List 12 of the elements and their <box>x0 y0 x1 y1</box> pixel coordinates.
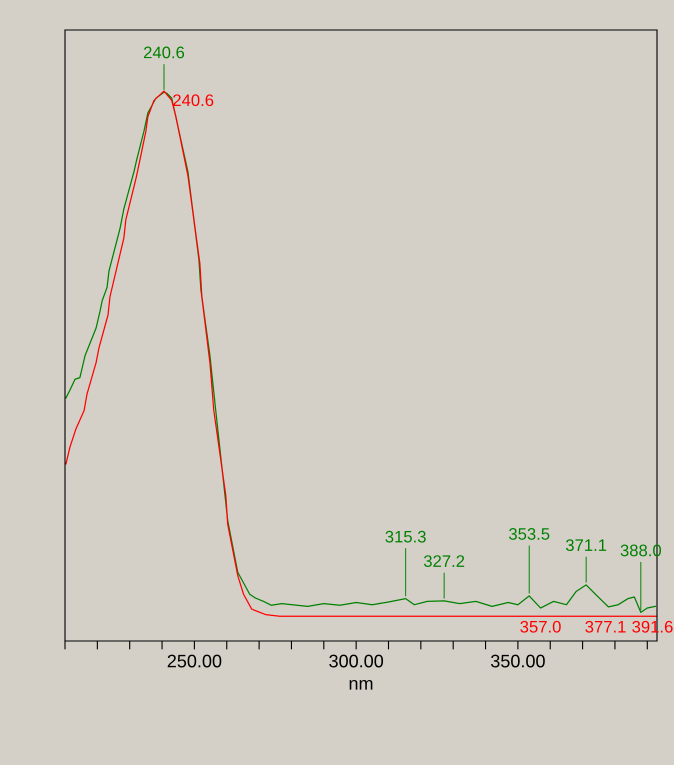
annotation: 240.6 <box>173 94 214 106</box>
annotation: 315.3 <box>385 530 426 543</box>
annotation: 371.1 <box>566 539 606 552</box>
annotation: 353.5 <box>509 528 550 540</box>
x-tick-label: 250.00 <box>168 654 222 668</box>
annotation: 377.1 <box>585 620 626 633</box>
x-axis-title: nm <box>350 680 372 690</box>
annotation: 357.0 <box>520 620 561 633</box>
annotation: 327.2 <box>424 555 464 568</box>
x-tick-label: 300.00 <box>329 654 384 668</box>
x-tick-label: 350.00 <box>490 654 545 668</box>
annotation: 240.6 <box>144 46 184 58</box>
